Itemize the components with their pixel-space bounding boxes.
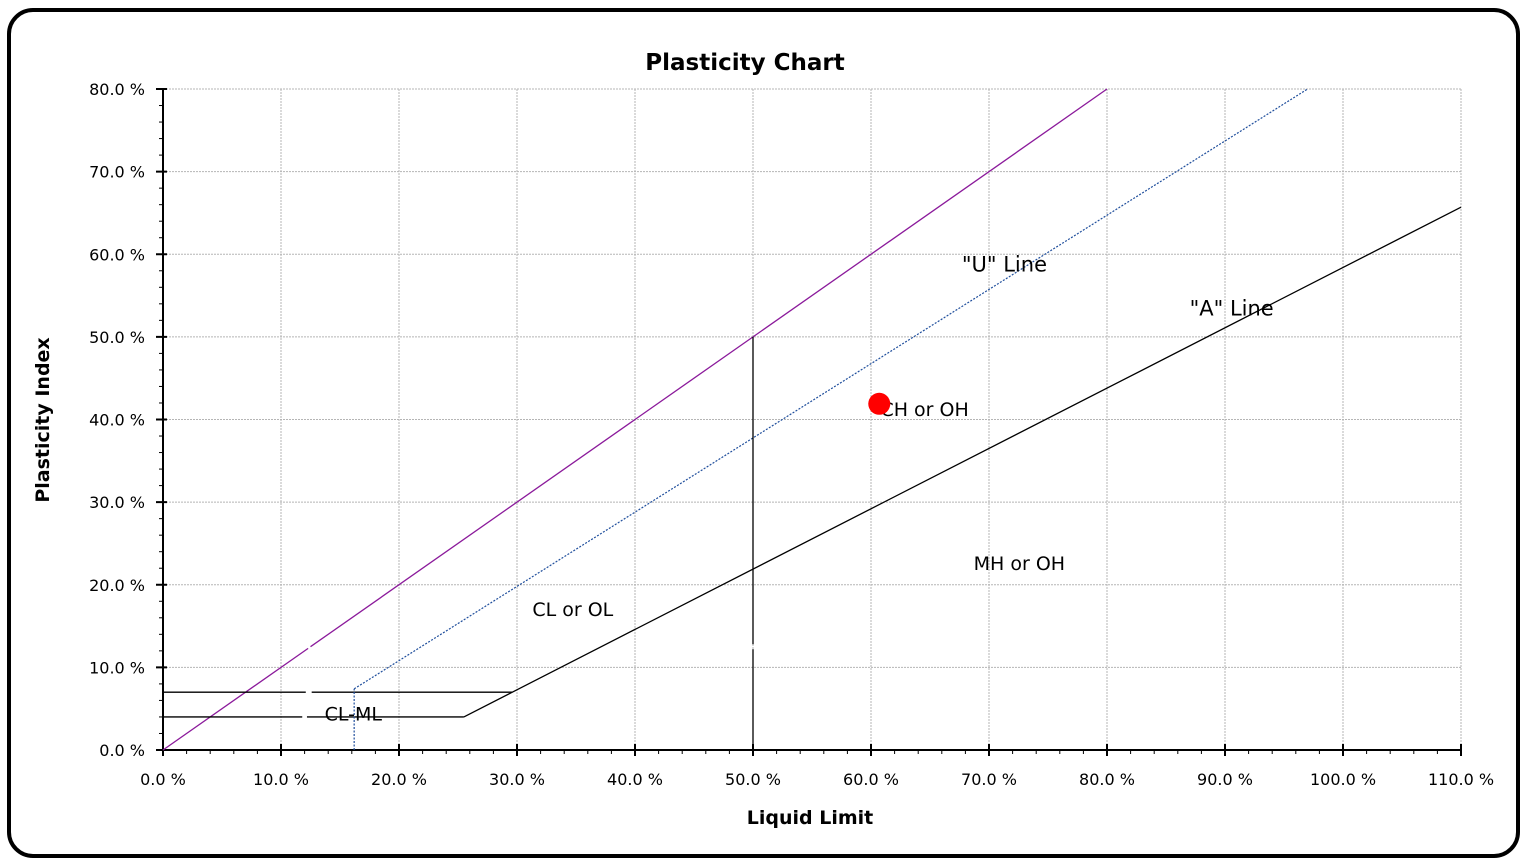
annotation-label: "U" Line [962, 253, 1047, 277]
y-tick-label: 60.0 % [89, 245, 145, 264]
y-tick-label: 20.0 % [89, 576, 145, 595]
x-axis-label: Liquid Limit [747, 807, 874, 829]
data-points [868, 392, 891, 415]
y-tick-label: 30.0 % [89, 493, 145, 512]
y-tick-label: 80.0 % [89, 80, 145, 99]
x-tick-label: 10.0 % [253, 770, 309, 789]
y-tick-label: 0.0 % [99, 741, 145, 760]
x-tick-label: 40.0 % [607, 770, 663, 789]
annotation-label: CL-ML [325, 703, 383, 725]
x-tick-label: 70.0 % [961, 770, 1017, 789]
annotation-label: "A" Line [1190, 296, 1274, 320]
y-tick-label: 70.0 % [89, 163, 145, 182]
x-tick-label: 90.0 % [1197, 770, 1253, 789]
x-tick-label: 110.0 % [1428, 770, 1494, 789]
x-tick-label: 80.0 % [1079, 770, 1135, 789]
chart-title: Plasticity Chart [645, 50, 844, 76]
y-axis-ticks: 0.0 % 10.0 % 20.0 % 30.0 % 40.0 % 50.0 % 60.0 … [89, 80, 167, 760]
y-tick-label: 40.0 % [89, 411, 145, 430]
upper-bound-line-2 [310, 88, 1108, 648]
x-tick-label: 20.0 % [371, 770, 427, 789]
annotations: "U" Line "A" Line CH or OH CL or OL MH or OH… [325, 253, 1274, 726]
annotation-label: CH or OH [880, 399, 968, 421]
y-tick-label: 50.0 % [89, 328, 145, 347]
u-line [353, 88, 1308, 690]
x-tick-label: 50.0 % [725, 770, 781, 789]
data-point [868, 392, 891, 415]
y-tick-label: 10.0 % [89, 658, 145, 677]
reference-lines [162, 88, 1462, 751]
gridlines [163, 88, 1462, 750]
y-axis-label: Plasticity Index [32, 337, 54, 502]
x-tick-label: 30.0 % [489, 770, 545, 789]
x-axis-ticks: 0.0 % 10.0 % 20.0 % 30.0 % 40.0 % 50.0 % 60.0 … [140, 744, 1494, 789]
annotation-label: MH or OH [974, 553, 1065, 575]
x-tick-label: 60.0 % [843, 770, 899, 789]
upper-bound-line [162, 647, 309, 751]
a-line [463, 206, 1462, 718]
x-tick-label: 0.0 % [140, 770, 186, 789]
annotation-label: CL or OL [532, 599, 613, 621]
x-tick-label: 100.0 % [1310, 770, 1376, 789]
